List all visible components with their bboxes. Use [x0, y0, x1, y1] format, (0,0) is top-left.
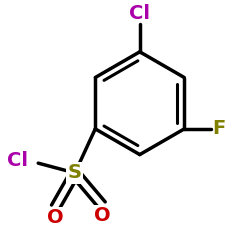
Text: Cl: Cl	[129, 4, 150, 23]
Text: F: F	[212, 120, 226, 139]
Text: O: O	[47, 208, 64, 228]
Text: O: O	[94, 206, 110, 225]
Text: Cl: Cl	[8, 151, 28, 170]
Text: S: S	[68, 164, 82, 182]
